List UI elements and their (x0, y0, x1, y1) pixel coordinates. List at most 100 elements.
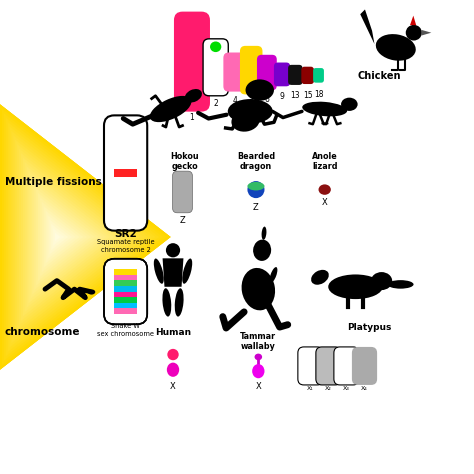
FancyBboxPatch shape (334, 347, 359, 385)
FancyBboxPatch shape (298, 347, 323, 385)
Polygon shape (2, 109, 167, 365)
Ellipse shape (150, 96, 191, 122)
Polygon shape (24, 161, 122, 313)
FancyBboxPatch shape (316, 347, 341, 385)
Polygon shape (0, 104, 171, 370)
Polygon shape (8, 122, 155, 352)
Ellipse shape (167, 349, 179, 360)
FancyBboxPatch shape (104, 259, 147, 324)
Ellipse shape (163, 288, 171, 317)
Ellipse shape (387, 280, 413, 289)
Text: Platypus: Platypus (347, 323, 392, 332)
Text: Human: Human (155, 328, 191, 337)
FancyBboxPatch shape (173, 171, 192, 213)
Ellipse shape (228, 99, 273, 124)
Polygon shape (9, 127, 152, 347)
Text: SR2: SR2 (114, 229, 137, 239)
Text: Z: Z (180, 216, 185, 225)
Polygon shape (12, 133, 146, 342)
FancyBboxPatch shape (257, 55, 277, 90)
Polygon shape (4, 113, 163, 361)
Ellipse shape (319, 184, 331, 195)
Text: 6: 6 (264, 95, 269, 104)
Polygon shape (360, 9, 374, 44)
FancyBboxPatch shape (223, 53, 246, 91)
Text: 1: 1 (190, 113, 194, 121)
Polygon shape (7, 121, 156, 353)
Bar (114, 169, 137, 177)
Text: Z: Z (253, 203, 259, 212)
Ellipse shape (231, 110, 260, 132)
Ellipse shape (242, 268, 275, 310)
Polygon shape (51, 224, 68, 250)
Ellipse shape (406, 25, 422, 41)
Ellipse shape (341, 98, 358, 111)
Text: Snake W
sex chromosome: Snake W sex chromosome (97, 322, 154, 337)
Polygon shape (32, 180, 106, 294)
Polygon shape (410, 16, 416, 25)
Text: Chicken: Chicken (357, 71, 401, 81)
Ellipse shape (247, 182, 264, 191)
Bar (114, 292, 137, 297)
Polygon shape (49, 219, 72, 255)
Polygon shape (27, 166, 118, 308)
Polygon shape (11, 131, 148, 343)
Text: X: X (322, 198, 328, 207)
Polygon shape (17, 144, 137, 330)
Ellipse shape (255, 354, 262, 360)
Bar (114, 274, 137, 280)
Polygon shape (36, 189, 98, 285)
Bar (114, 269, 137, 274)
Polygon shape (40, 197, 91, 277)
Ellipse shape (88, 289, 95, 295)
Polygon shape (15, 138, 142, 336)
Ellipse shape (376, 34, 416, 61)
FancyBboxPatch shape (301, 67, 314, 84)
Polygon shape (163, 258, 183, 287)
Text: 2: 2 (213, 100, 218, 108)
Ellipse shape (262, 227, 266, 240)
FancyBboxPatch shape (174, 12, 210, 112)
FancyBboxPatch shape (240, 46, 263, 94)
Ellipse shape (210, 42, 221, 52)
Polygon shape (47, 215, 76, 259)
Polygon shape (15, 140, 140, 334)
Polygon shape (5, 116, 161, 358)
FancyBboxPatch shape (104, 115, 147, 231)
Text: 15: 15 (303, 91, 312, 100)
Polygon shape (2, 110, 166, 364)
Polygon shape (0, 104, 171, 370)
Bar (114, 280, 137, 286)
Polygon shape (23, 157, 125, 317)
Polygon shape (55, 233, 61, 241)
Ellipse shape (154, 258, 164, 284)
Ellipse shape (270, 267, 277, 283)
Text: Tammar
wallaby: Tammar wallaby (240, 332, 276, 351)
Text: Anole
lizard: Anole lizard (312, 152, 337, 171)
Polygon shape (25, 162, 121, 312)
Text: X₁: X₁ (307, 386, 314, 391)
Polygon shape (41, 200, 89, 274)
Text: X₄: X₄ (361, 386, 368, 391)
Text: 9: 9 (280, 92, 284, 101)
Polygon shape (21, 153, 129, 321)
Polygon shape (38, 193, 95, 281)
Polygon shape (46, 210, 80, 264)
Polygon shape (9, 127, 151, 347)
Polygon shape (44, 206, 83, 268)
Text: X₂: X₂ (325, 386, 332, 391)
Ellipse shape (166, 243, 180, 257)
Ellipse shape (247, 181, 264, 198)
Polygon shape (22, 155, 127, 319)
Polygon shape (421, 30, 431, 36)
Ellipse shape (252, 364, 264, 378)
Text: 18: 18 (314, 90, 323, 99)
Bar (114, 303, 137, 309)
Bar (114, 286, 137, 292)
Polygon shape (19, 149, 132, 325)
Ellipse shape (328, 274, 383, 299)
Polygon shape (39, 194, 93, 280)
Text: Multiple fissions: Multiple fissions (5, 177, 101, 188)
Polygon shape (27, 166, 118, 308)
Text: X: X (170, 382, 176, 391)
